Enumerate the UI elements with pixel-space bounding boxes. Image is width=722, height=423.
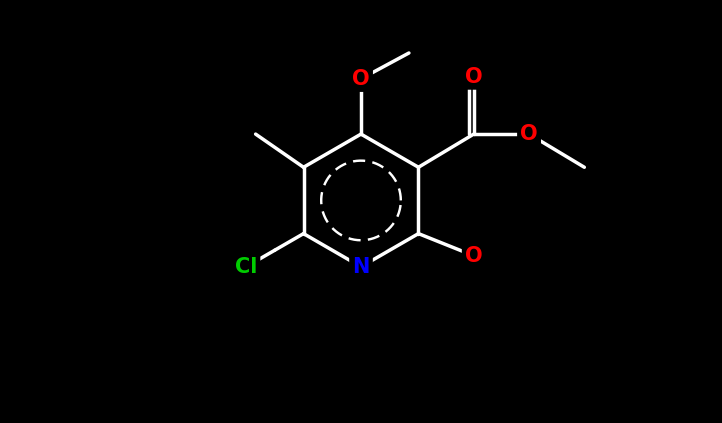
Text: O: O [521,124,538,144]
Text: O: O [465,246,482,266]
Text: Cl: Cl [235,257,257,277]
Text: N: N [352,257,370,277]
Text: O: O [465,66,482,87]
Text: O: O [352,69,370,89]
